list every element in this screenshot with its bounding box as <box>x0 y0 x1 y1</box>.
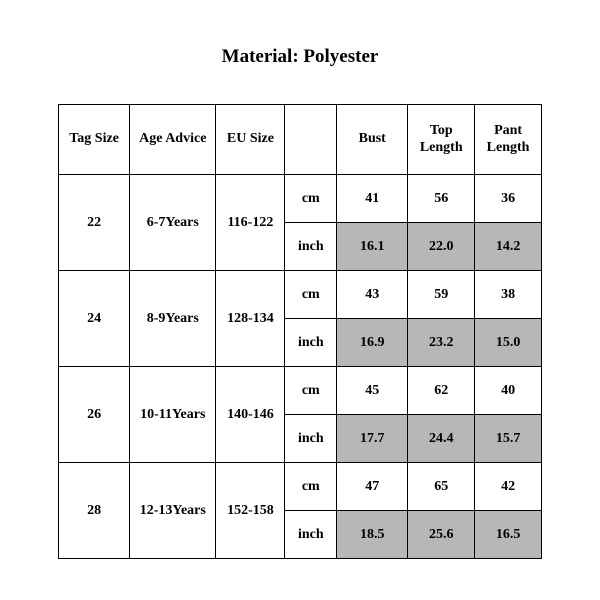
cell-unit-inch: inch <box>285 415 337 463</box>
cell-bust-inch: 18.5 <box>337 511 408 559</box>
cell-eu: 128-134 <box>216 271 285 367</box>
size-table: Tag Size Age Advice EU Size Bust Top Len… <box>58 104 542 559</box>
cell-age: 12-13Years <box>130 463 216 559</box>
table-row: 28 12-13Years 152-158 cm 47 65 42 <box>59 463 542 511</box>
cell-tag: 22 <box>59 175 130 271</box>
cell-pant-inch: 15.7 <box>475 415 542 463</box>
col-eu-size: EU Size <box>216 105 285 175</box>
cell-eu: 152-158 <box>216 463 285 559</box>
cell-age: 8-9Years <box>130 271 216 367</box>
cell-pant-cm: 38 <box>475 271 542 319</box>
col-top-length: Top Length <box>408 105 475 175</box>
cell-unit-cm: cm <box>285 271 337 319</box>
col-pant-length: Pant Length <box>475 105 542 175</box>
cell-top-inch: 22.0 <box>408 223 475 271</box>
table-header-row: Tag Size Age Advice EU Size Bust Top Len… <box>59 105 542 175</box>
cell-pant-inch: 15.0 <box>475 319 542 367</box>
page-title: Material: Polyester <box>0 46 600 68</box>
cell-pant-inch: 16.5 <box>475 511 542 559</box>
cell-top-inch: 25.6 <box>408 511 475 559</box>
cell-bust-inch: 16.1 <box>337 223 408 271</box>
cell-top-inch: 23.2 <box>408 319 475 367</box>
cell-eu: 140-146 <box>216 367 285 463</box>
cell-top-cm: 56 <box>408 175 475 223</box>
cell-tag: 26 <box>59 367 130 463</box>
cell-unit-cm: cm <box>285 463 337 511</box>
cell-unit-inch: inch <box>285 319 337 367</box>
col-unit-blank <box>285 105 337 175</box>
cell-pant-inch: 14.2 <box>475 223 542 271</box>
page: Material: Polyester Tag Size Age Advice … <box>0 0 600 600</box>
table-row: 22 6-7Years 116-122 cm 41 56 36 <box>59 175 542 223</box>
table-row: 26 10-11Years 140-146 cm 45 62 40 <box>59 367 542 415</box>
cell-top-cm: 62 <box>408 367 475 415</box>
cell-pant-cm: 40 <box>475 367 542 415</box>
cell-bust-cm: 47 <box>337 463 408 511</box>
cell-age: 6-7Years <box>130 175 216 271</box>
cell-bust-cm: 41 <box>337 175 408 223</box>
cell-eu: 116-122 <box>216 175 285 271</box>
cell-tag: 24 <box>59 271 130 367</box>
col-tag-size: Tag Size <box>59 105 130 175</box>
cell-bust-cm: 43 <box>337 271 408 319</box>
cell-unit-cm: cm <box>285 175 337 223</box>
cell-top-inch: 24.4 <box>408 415 475 463</box>
cell-pant-cm: 42 <box>475 463 542 511</box>
table-row: 24 8-9Years 128-134 cm 43 59 38 <box>59 271 542 319</box>
cell-tag: 28 <box>59 463 130 559</box>
cell-unit-cm: cm <box>285 367 337 415</box>
cell-age: 10-11Years <box>130 367 216 463</box>
cell-unit-inch: inch <box>285 511 337 559</box>
col-bust: Bust <box>337 105 408 175</box>
cell-top-cm: 65 <box>408 463 475 511</box>
col-age-advice: Age Advice <box>130 105 216 175</box>
cell-bust-cm: 45 <box>337 367 408 415</box>
cell-top-cm: 59 <box>408 271 475 319</box>
cell-pant-cm: 36 <box>475 175 542 223</box>
cell-bust-inch: 17.7 <box>337 415 408 463</box>
cell-bust-inch: 16.9 <box>337 319 408 367</box>
table-body: 22 6-7Years 116-122 cm 41 56 36 inch 16.… <box>59 175 542 559</box>
cell-unit-inch: inch <box>285 223 337 271</box>
